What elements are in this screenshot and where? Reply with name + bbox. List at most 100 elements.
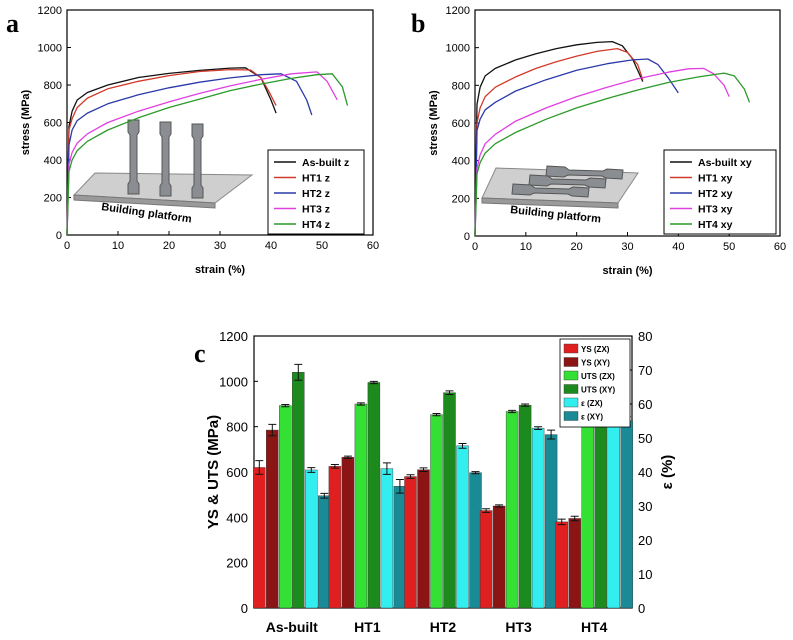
- bar-3-2: [443, 392, 456, 609]
- error-bar-0-1: [330, 464, 339, 469]
- error-bar-3-0: [294, 363, 303, 381]
- legend-entry: YS (XY): [581, 359, 610, 368]
- legend-entry: ε (XY): [581, 413, 603, 422]
- error-bar-1-0: [268, 423, 277, 437]
- legend-swatch: [563, 384, 579, 394]
- y-axis-label: YS & UTS (MPa): [205, 415, 222, 529]
- bar-1-4: [568, 518, 581, 609]
- legend-entry: UTS (XY): [581, 386, 616, 395]
- series-line-4: [474, 72, 751, 237]
- legend-entry: HT1 z: [302, 173, 330, 185]
- series-line-3: [474, 67, 730, 237]
- y-tick-label: 200: [226, 556, 248, 571]
- category-label: As-built: [266, 619, 318, 635]
- error-bar-4-0: [307, 467, 316, 473]
- build-plate-edge: [73, 194, 216, 209]
- bar-2-2: [430, 414, 443, 609]
- legend-entry: HT2 xy: [698, 188, 733, 200]
- x-tick-label: 60: [774, 241, 786, 253]
- panel-label: b: [411, 9, 425, 38]
- error-bar-0-4: [557, 518, 566, 526]
- x-tick-label: 50: [723, 241, 735, 253]
- x-tick-label: 30: [214, 240, 226, 252]
- specimen: [511, 183, 590, 198]
- legend-entry: As-built z: [302, 157, 349, 169]
- bar-3-0: [292, 372, 305, 609]
- error-bar-5-2: [471, 471, 480, 475]
- y2-tick-label: 10: [638, 567, 652, 582]
- bar-0-0: [253, 467, 266, 609]
- specimen: [159, 121, 172, 197]
- legend-entry: UTS (ZX): [581, 372, 615, 381]
- x-tick-label: 30: [621, 241, 633, 253]
- y-tick-label: 400: [452, 156, 470, 168]
- specimen: [545, 165, 624, 180]
- error-bar-2-2: [432, 413, 441, 417]
- panel-label: c: [194, 339, 206, 368]
- bar-5-2: [469, 472, 482, 609]
- series-line-2: [474, 58, 679, 237]
- error-bar-1-3: [495, 504, 504, 508]
- y-tick-label: 800: [452, 80, 470, 92]
- x-axis-label: strain (%): [195, 264, 245, 276]
- bar-4-1: [380, 468, 394, 609]
- y-tick-label: 0: [241, 601, 248, 616]
- y-tick-label: 600: [44, 118, 62, 130]
- y-tick-label: 0: [464, 231, 470, 243]
- category-label: HT3: [505, 619, 532, 635]
- error-bar-2-0: [281, 403, 290, 408]
- y-axis-label: stress (MPa): [20, 89, 32, 155]
- bar-5-3: [544, 434, 558, 609]
- legend-swatch: [563, 357, 579, 367]
- y-tick-label: 800: [226, 420, 248, 435]
- y2-tick-label: 80: [638, 329, 652, 344]
- bar-4-4: [607, 422, 620, 609]
- y-tick-label: 600: [226, 465, 248, 480]
- error-bar-0-0: [255, 460, 264, 475]
- error-bar-2-3: [508, 409, 517, 414]
- x-tick-label: 20: [163, 240, 175, 252]
- specimen-illustration: Building platform: [72, 119, 254, 226]
- bar-1-1: [341, 457, 355, 609]
- legend-entry: HT2 z: [302, 188, 330, 200]
- bar-1-0: [266, 429, 279, 609]
- x-tick-label: 10: [112, 240, 124, 252]
- y-tick-label: 1200: [219, 329, 248, 344]
- legend-swatch: [563, 411, 579, 421]
- error-bar-3-1: [369, 380, 378, 385]
- specimen: [528, 174, 607, 189]
- error-bar-5-1: [395, 478, 404, 494]
- bar-0-4: [555, 521, 568, 609]
- x-tick-label: 40: [672, 241, 684, 253]
- legend-box: [663, 149, 777, 235]
- bar-3-1: [367, 382, 381, 609]
- y-tick-label: 800: [44, 80, 62, 92]
- error-bar-5-3: [547, 429, 556, 440]
- error-bar-4-3: [534, 426, 543, 430]
- legend: YS (ZX) YS (XY) UTS (ZX) UTS (XY) ε (ZX) ε (X…: [559, 338, 631, 428]
- bar-1-2: [417, 469, 430, 609]
- y2-tick-label: 40: [638, 465, 652, 480]
- error-bar-0-3: [482, 508, 491, 513]
- y-tick-label: 1200: [38, 5, 62, 17]
- bar-5-4: [620, 420, 633, 609]
- error-bar-3-2: [445, 390, 454, 395]
- legend-box: [267, 149, 365, 235]
- x-tick-label: 50: [316, 240, 328, 252]
- panel-c-bar-chart: c 0 200 400 600 800 1000 1200 0 10 20 30 40 50 60 70 80 Y…: [194, 329, 676, 635]
- legend-entry: YS (ZX): [581, 345, 610, 354]
- bar-5-0: [318, 495, 331, 609]
- build-plate-edge: [481, 197, 619, 209]
- legend: As-built xy HT1 xy HT2 xy HT3 xy HT4 xy: [663, 149, 777, 235]
- category-label: HT2: [430, 619, 457, 635]
- error-bar-5-0: [320, 492, 329, 499]
- legend-swatch: [563, 370, 579, 381]
- series-line-3: [66, 71, 338, 236]
- legend-entry: HT4 z: [302, 219, 330, 231]
- series-line-4: [66, 73, 349, 236]
- y-tick-label: 1000: [446, 43, 470, 55]
- error-bar-1-2: [419, 467, 428, 473]
- bar-0-3: [479, 510, 493, 609]
- legend-entry: HT4 xy: [698, 219, 733, 231]
